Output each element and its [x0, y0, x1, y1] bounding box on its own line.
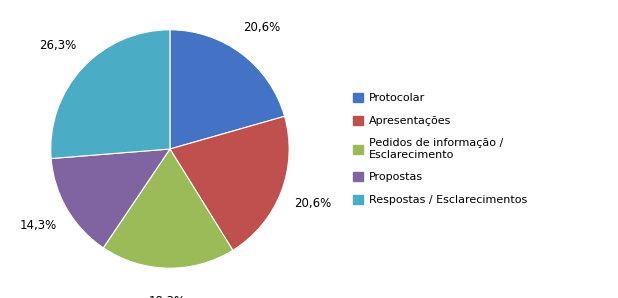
Legend: Protocolar, Apresentações, Pedidos de informação /
Esclarecimento, Propostas, Re: Protocolar, Apresentações, Pedidos de in… [353, 93, 527, 205]
Wedge shape [103, 149, 233, 268]
Text: 26,3%: 26,3% [39, 39, 77, 52]
Wedge shape [51, 30, 170, 159]
Text: 20,6%: 20,6% [243, 21, 281, 34]
Wedge shape [170, 30, 284, 149]
Wedge shape [170, 116, 289, 250]
Text: 14,3%: 14,3% [20, 220, 57, 232]
Text: 20,6%: 20,6% [294, 198, 331, 210]
Text: 18,3%: 18,3% [148, 295, 185, 298]
Wedge shape [51, 149, 170, 248]
